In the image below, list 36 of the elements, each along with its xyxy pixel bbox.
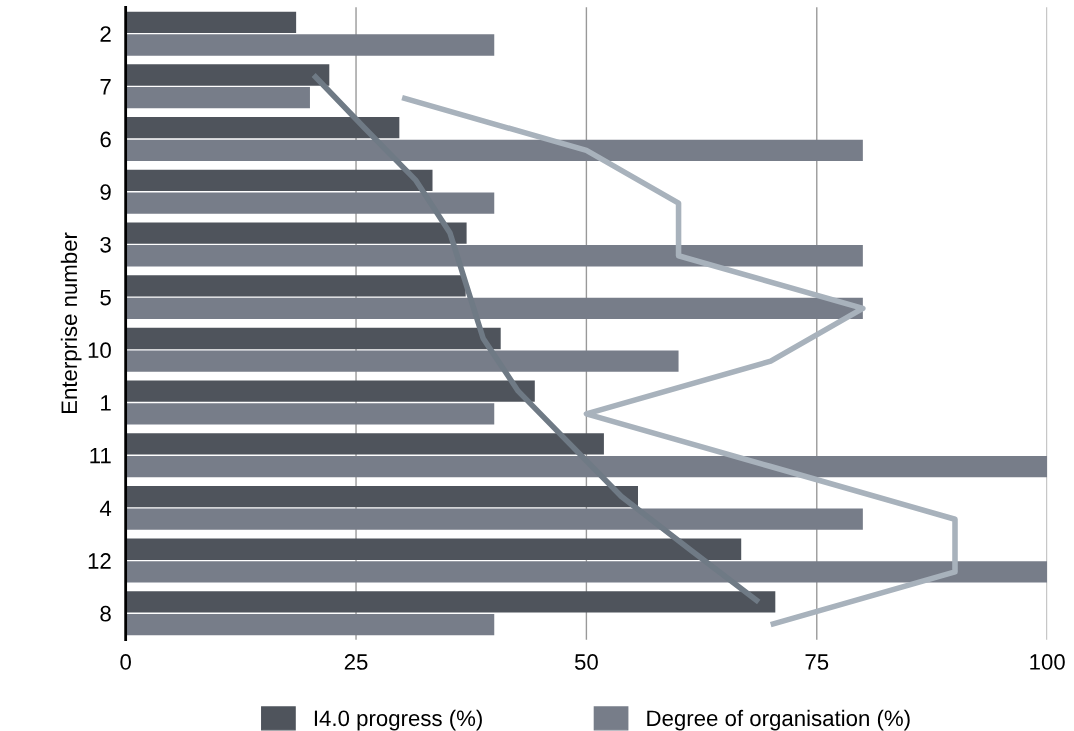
bar xyxy=(125,327,501,350)
y-tick-label: 12 xyxy=(88,553,111,569)
bar xyxy=(125,403,495,425)
x-tick-label: 75 xyxy=(805,654,829,670)
x-tick-label: 0 xyxy=(120,654,131,670)
bar xyxy=(125,64,330,86)
legend-label: I4.0 progress (%) xyxy=(314,709,482,731)
legend-label: Degree of organisation (%) xyxy=(647,709,910,731)
bar xyxy=(125,222,467,244)
y-tick-label: 11 xyxy=(90,447,111,464)
bar xyxy=(125,169,433,192)
y-tick-label: 2 xyxy=(100,26,111,42)
y-tick-label: 4 xyxy=(99,500,112,516)
bar xyxy=(125,11,297,33)
bar xyxy=(125,117,400,139)
bar xyxy=(125,34,495,56)
bar xyxy=(125,380,535,402)
x-tick-label: 50 xyxy=(574,654,598,670)
y-tick-label: 6 xyxy=(100,131,111,148)
y-tick-label: 9 xyxy=(100,184,111,201)
x-tick-label: 25 xyxy=(344,654,368,670)
y-tick-label: 10 xyxy=(88,342,111,359)
y-axis-title: Enterprise number xyxy=(60,232,82,414)
y-tick-label: 5 xyxy=(100,289,111,306)
bar xyxy=(125,275,466,297)
y-tick-label: 7 xyxy=(100,79,111,95)
bar xyxy=(125,538,742,560)
bar xyxy=(125,613,495,636)
bar xyxy=(125,87,310,109)
bar xyxy=(125,591,776,613)
y-tick-label: 8 xyxy=(100,605,111,622)
bar xyxy=(125,485,639,508)
bar xyxy=(125,433,604,455)
x-tick-label: 100 xyxy=(1030,654,1065,670)
y-tick-label: 1 xyxy=(101,395,111,411)
y-tick-label: 3 xyxy=(100,236,111,253)
